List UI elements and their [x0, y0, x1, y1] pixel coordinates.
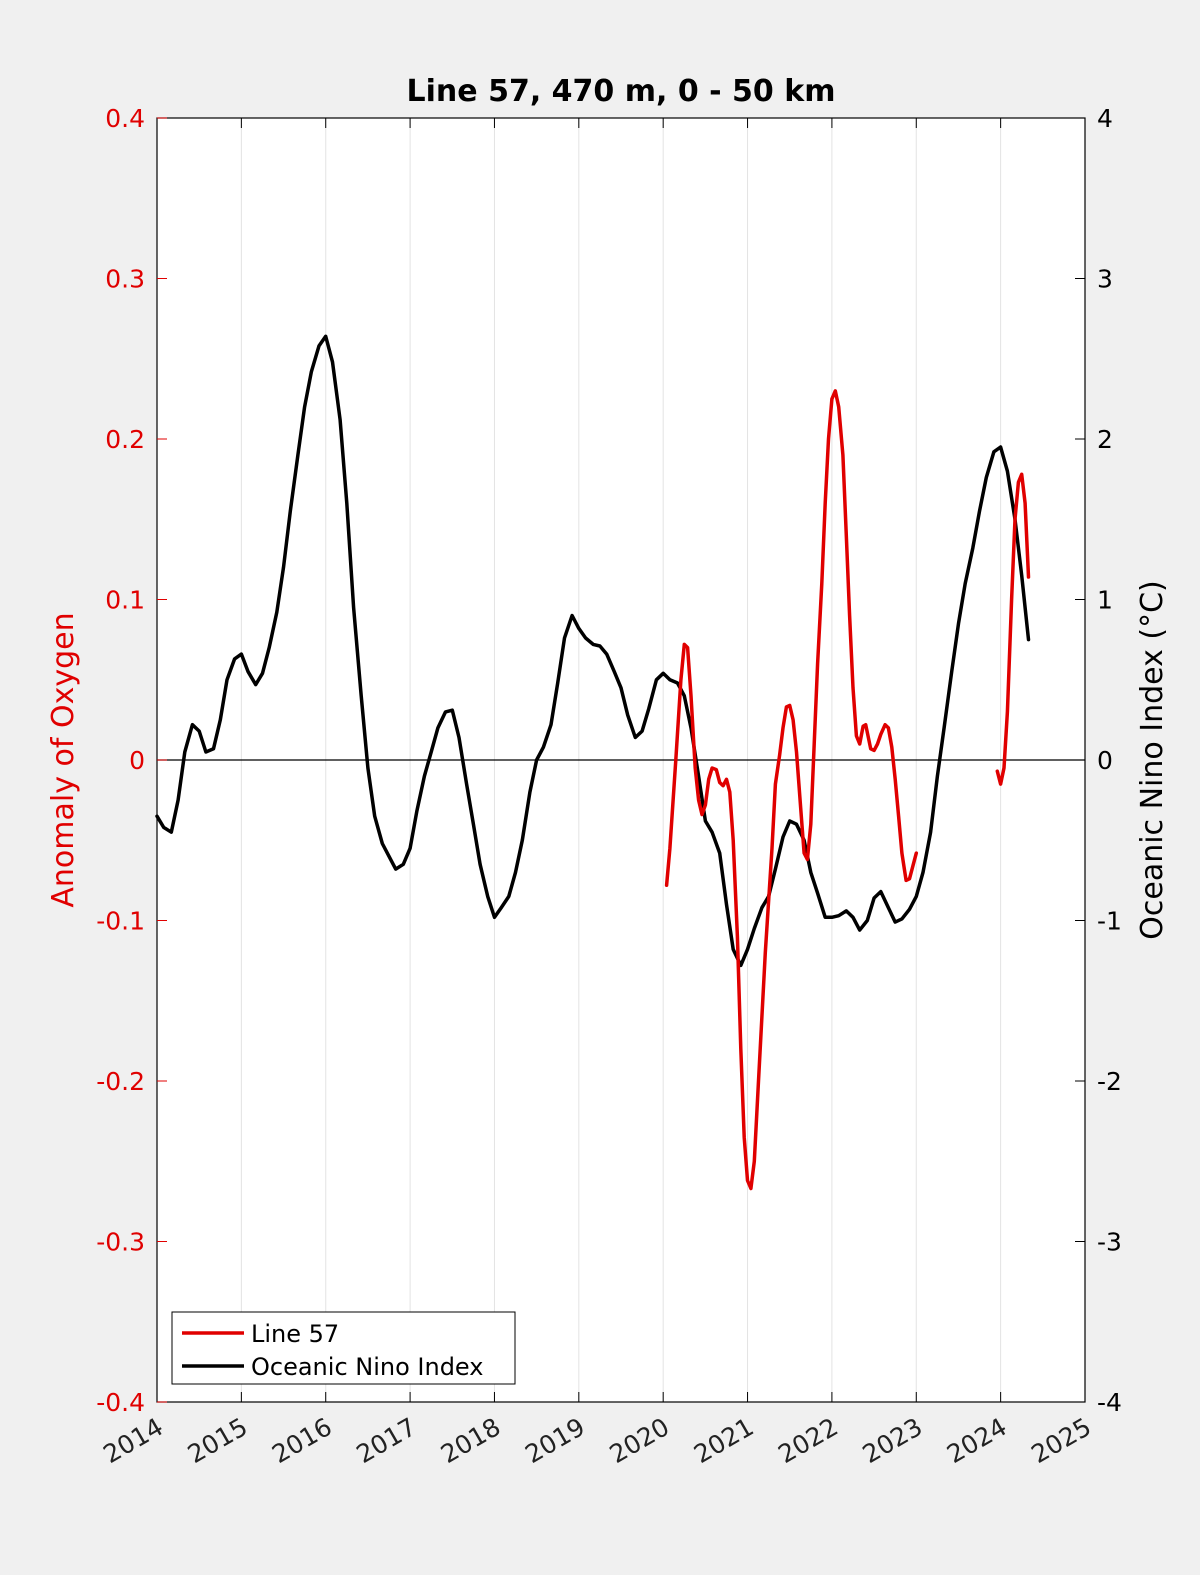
x-tick-label-2024: 2024	[942, 1412, 1012, 1469]
chart-title: Line 57, 470 m, 0 - 50 km	[407, 74, 836, 109]
x-tick-label-2025: 2025	[1026, 1412, 1096, 1469]
y-right-tick-label--2: -2	[1097, 1067, 1122, 1096]
series-layer	[155, 334, 1031, 1191]
legend: Line 57 Oceanic Nino Index	[171, 1311, 516, 1385]
y-right-tick-label--3: -3	[1097, 1228, 1122, 1257]
y-axis-label-right: Oceanic Nino Index (°C)	[1135, 580, 1170, 940]
x-tick-label-2021: 2021	[689, 1412, 759, 1469]
legend-box	[171, 1311, 516, 1385]
y-left-tick-label-0: 0	[129, 746, 145, 775]
y-left-tick-label-0.2: 0.2	[105, 425, 145, 454]
series-line-line-57-segment-2	[995, 472, 1031, 786]
x-tick-label-2018: 2018	[436, 1412, 506, 1469]
legend-label-oni: Oceanic Nino Index	[251, 1353, 483, 1381]
y-left-tick-label--0.4: -0.4	[96, 1388, 145, 1417]
y-right-tick-label--1: -1	[1097, 907, 1122, 936]
y-left-tick-label-0.4: 0.4	[105, 104, 145, 133]
x-tick-label-2020: 2020	[605, 1412, 675, 1469]
x-tick-label-2014: 2014	[98, 1412, 168, 1469]
y-left-tick-label-0.3: 0.3	[105, 265, 145, 294]
x-tick-label-2015: 2015	[183, 1412, 253, 1469]
y-right-tick-label-4: 4	[1097, 104, 1113, 133]
y-right-tick-label-2: 2	[1097, 425, 1113, 454]
x-tick-label-2023: 2023	[858, 1412, 928, 1469]
x-tick-label-2019: 2019	[520, 1412, 590, 1469]
y-right-tick-label-0: 0	[1097, 746, 1113, 775]
y-left-tick-label--0.3: -0.3	[96, 1228, 145, 1257]
legend-label-line-57: Line 57	[251, 1320, 339, 1348]
y-left-tick-label-0.1: 0.1	[105, 586, 145, 615]
x-tick-label-2017: 2017	[351, 1412, 421, 1469]
y-left-tick-label--0.1: -0.1	[96, 907, 145, 936]
series-line-oceanic-nino-index	[155, 334, 1031, 968]
x-tick-label-2022: 2022	[773, 1412, 843, 1469]
x-tick-label-2016: 2016	[267, 1412, 337, 1469]
y-left-tick-label--0.2: -0.2	[96, 1067, 145, 1096]
y-right-tick-label-1: 1	[1097, 586, 1113, 615]
y-right-tick-label--4: -4	[1097, 1388, 1122, 1417]
series-line-line-57-segment-1	[664, 389, 919, 1191]
y-right-tick-label-3: 3	[1097, 265, 1113, 294]
y-axis-label-left: Anomaly of Oxygen	[46, 612, 81, 907]
